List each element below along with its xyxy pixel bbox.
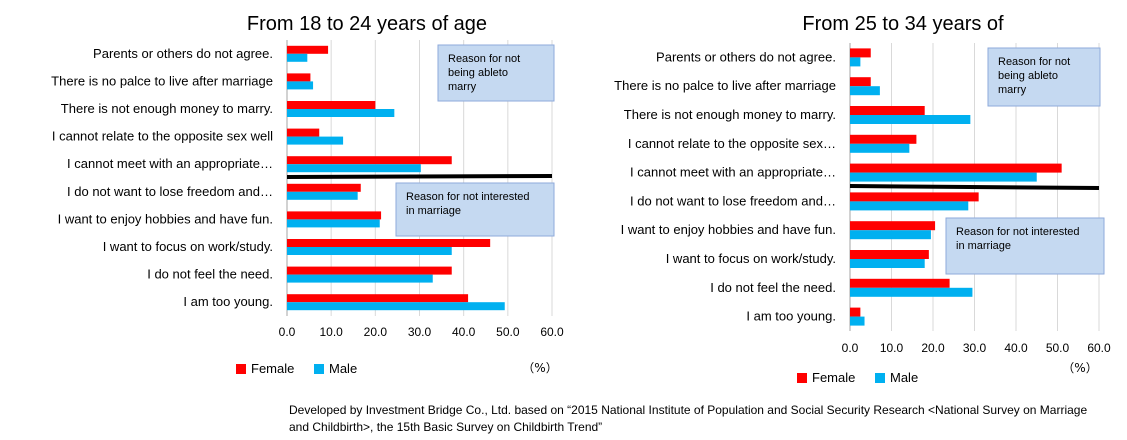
chart2-annotation-text: Reason for not being ableto marry [998,56,1070,96]
chart2-x-tick-label: 60.0 [1087,341,1111,355]
chart2-bar-male [850,57,861,67]
chart1-x-tick-label: 0.0 [279,325,296,339]
chart2-category-label: I do not feel the need. [710,280,836,295]
chart1-x-tick-label: 30.0 [408,325,432,339]
chart1-x-tick-label: 10.0 [319,325,343,339]
chart2-bar-male [850,143,910,153]
chart2-legend-swatch-female [797,373,807,383]
chart1-bar-female [287,101,376,109]
chart2-annotation-text: Reason for not interested in marriage [956,226,1080,252]
chart1-category-label: There is no palce to live after marriage [51,73,273,88]
chart1-category-label: I cannot relate to the opposite sex well [52,129,273,144]
chart1-bar-female [287,156,452,165]
chart-canvas: From 18 to 24 years of age 0.0 10.0 20.0 30.… [51,13,1111,385]
chart2-title: From 25 to 34 years of [802,13,1004,35]
chart2-category-label: There is no palce to live after marriage [614,78,836,93]
source-note: Developed by Investment Bridge Co., Ltd.… [289,403,1088,434]
chart1-x-tick-label: 40.0 [452,325,476,339]
chart2-category-label: I want to enjoy hobbies and have fun. [621,222,836,237]
chart1-bar-female [287,239,491,247]
chart1-bar-male [287,219,380,228]
chart2-bar-male [850,86,880,96]
chart2-bar-male [850,287,973,297]
chart2-category-label: I am too young. [746,309,836,324]
chart2-x-tick-label: 20.0 [921,341,945,355]
chart2-bar-female [850,278,950,288]
chart2-category-label: I cannot meet with an appropriate… [630,165,836,180]
chart2-group-separator [849,184,1100,190]
chart2-category-label: I do not want to lose freedom and… [630,193,836,208]
chart2-category-label: Parents or others do not agree. [656,49,836,64]
chart2-bar-female [850,134,917,144]
chart2-unit-label: （%） [1062,361,1097,375]
chart1-legend-swatch-male [314,364,324,374]
chart1-bar-female [287,128,320,137]
chart1-bar-female [287,211,382,220]
chart1-bar-male [287,109,395,117]
chart2-bar-female [850,163,1062,173]
chart2-x-tick-label: 40.0 [1004,341,1028,355]
chart2-legend-label-male: Male [890,370,918,385]
chart1-bar-male [287,164,421,173]
chart1-bar-female [287,73,311,82]
chart1-x-tick-label: 50.0 [496,325,520,339]
chart2-bar-female [850,250,929,259]
chart1-annotation-text: Reason for not being ableto marry [448,53,520,93]
chart2-legend-label-female: Female [812,370,855,385]
chart2-x-tick-label: 0.0 [842,341,859,355]
chart1-unit-label: （%） [522,361,557,375]
chart2-bar-male [850,172,1037,182]
chart1-category-label: I cannot meet with an appropriate… [67,156,273,171]
chart2-category-label: There is not enough money to marry. [624,107,836,122]
chart1-bar-male [287,81,314,90]
chart2-annotation-box [987,47,1101,107]
chart2-bar-female [850,192,979,202]
chart2-category-label: I want to focus on work/study. [666,251,836,266]
chart1-annotation-text: Reason for not interested in marriage [406,191,530,217]
chart2-legend-swatch-male [875,373,885,383]
chart1-legend-label-male: Male [329,361,357,376]
chart2-x-tick-label: 50.0 [1046,341,1070,355]
chart2-category-label: I cannot relate to the opposite sex… [628,136,836,151]
chart1-category-label: There is not enough money to marry. [61,101,273,116]
chart1-x-tick-label: 20.0 [364,325,388,339]
chart1-group-separator [286,174,553,179]
chart2-bar-female [850,77,871,87]
chart1-bar-female [287,294,469,303]
chart2-bar-female [850,106,925,115]
chart1-legend-label-female: Female [251,361,294,376]
chart1-annotation-box [395,182,555,237]
chart2-bar-male [850,230,931,240]
chart1-category-label: I want to focus on work/study. [103,239,273,254]
chart1-bar-female [287,266,452,275]
chart2-bar-male [850,115,971,124]
chart1-x-tick-label: 60.0 [540,325,564,339]
chart1-bar-female [287,183,361,192]
chart1-title: From 18 to 24 years of age [247,13,487,35]
chart2-bar-male [850,316,865,326]
chart2-bar-female [850,307,861,317]
chart1-bar-male [287,136,344,145]
chart2-bar-male [850,259,925,268]
chart1-bar-male [287,53,308,62]
chart1-annotation-box [437,44,555,102]
chart1-category-label: I do not feel the need. [147,267,273,282]
chart1-category-label: I am too young. [183,294,273,309]
chart2-x-tick-label: 30.0 [963,341,987,355]
chart1-bar-female [287,45,329,54]
chart1-category-label: I do not want to lose freedom and… [67,184,273,199]
chart2-bar-female [850,48,871,58]
chart1-category-label: I want to enjoy hobbies and have fun. [58,211,273,226]
chart1-bar-male [287,191,358,200]
chart2-x-tick-label: 10.0 [880,341,904,355]
chart1-bar-male [287,274,433,283]
chart1-legend-swatch-female [236,364,246,374]
chart1-category-label: Parents or others do not agree. [93,46,273,61]
chart1-bar-male [287,247,452,255]
chart2-bar-male [850,201,969,211]
chart1-bar-male [287,302,505,311]
chart2-annotation-box [945,217,1105,275]
chart2-bar-female [850,221,936,231]
